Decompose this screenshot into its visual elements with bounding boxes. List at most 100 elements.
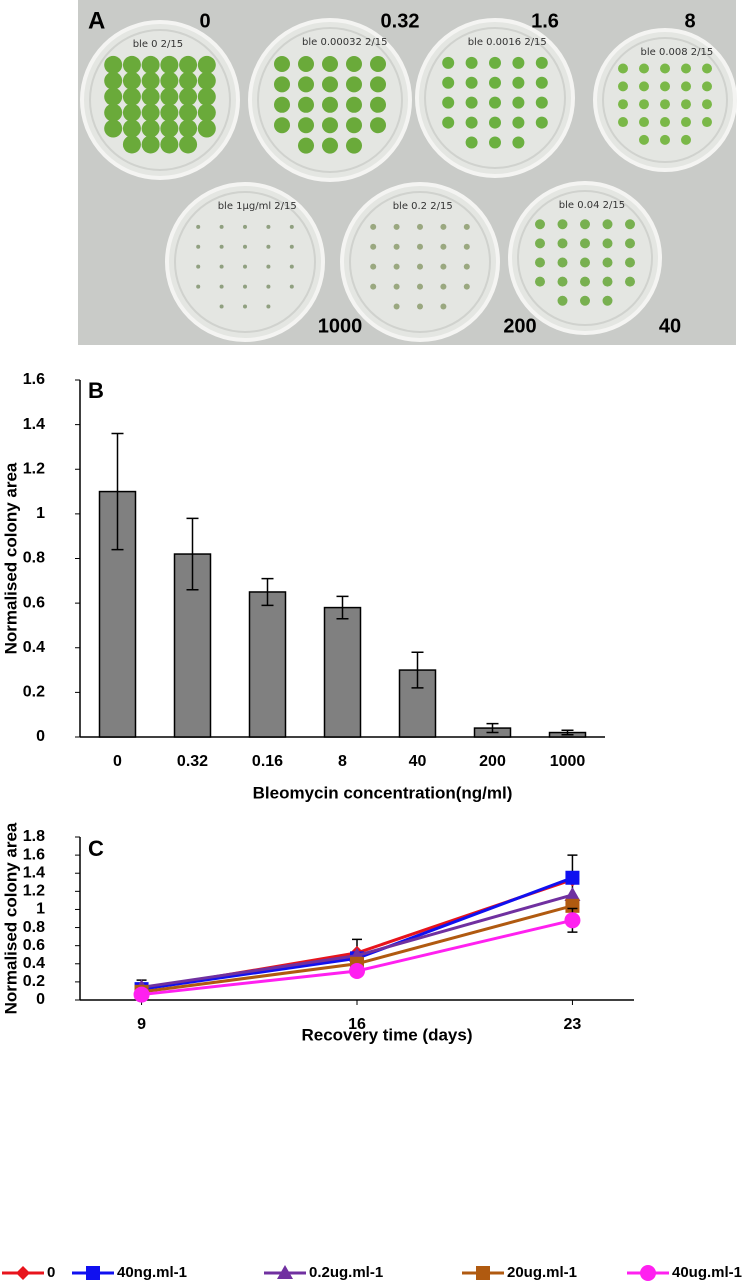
colony <box>289 264 294 269</box>
colony <box>463 223 470 230</box>
error-bar <box>411 651 424 689</box>
colony <box>557 276 568 287</box>
colony <box>702 81 712 92</box>
colony <box>160 119 179 138</box>
colony <box>179 135 198 154</box>
colony <box>440 283 447 290</box>
x-tick-label: 0.32 <box>177 753 208 770</box>
colony <box>489 116 501 129</box>
colony <box>346 76 362 93</box>
y-axis-label: Normalised colony area <box>1 462 20 654</box>
panel-label: C <box>88 836 104 861</box>
colony <box>463 283 470 290</box>
colony <box>625 238 635 249</box>
colony <box>602 219 613 230</box>
colony <box>274 117 290 134</box>
colony <box>417 283 423 290</box>
colony <box>489 136 501 149</box>
colony <box>557 295 568 306</box>
colony <box>702 117 712 128</box>
colony <box>197 87 216 106</box>
colony <box>370 243 377 250</box>
colony <box>370 117 386 134</box>
bar <box>248 591 287 738</box>
colony <box>243 244 247 249</box>
colony <box>289 284 294 289</box>
colony <box>104 87 123 106</box>
legend-label: 20ug.ml-1 <box>507 1264 577 1281</box>
colony <box>681 134 691 145</box>
colony <box>535 276 545 287</box>
y-axis-label: Normalised colony area <box>1 822 20 1014</box>
colony <box>104 103 123 122</box>
colony <box>104 71 123 90</box>
colony <box>602 295 613 306</box>
y-tick-label: 1 <box>36 901 45 918</box>
colony <box>465 136 478 149</box>
colony <box>618 63 628 74</box>
x-tick-label: 1000 <box>550 753 586 770</box>
colony <box>681 81 691 92</box>
petri-dish-rim <box>257 27 403 173</box>
petri-dish-rim <box>349 191 491 333</box>
y-tick-label: 0.6 <box>23 937 45 954</box>
colony <box>535 116 548 129</box>
x-tick-label: 23 <box>564 1016 582 1033</box>
marker <box>16 1266 30 1280</box>
y-tick-label: 1.6 <box>23 371 45 388</box>
colony <box>322 56 338 72</box>
dish-label: ble 0.008 2/15 <box>641 47 714 58</box>
colony <box>489 96 501 109</box>
y-tick-label: 1.6 <box>23 846 45 863</box>
concentration-label: 8 <box>684 10 695 32</box>
x-tick-label: 200 <box>479 753 506 770</box>
colony <box>440 243 447 250</box>
colony <box>535 238 545 249</box>
colony <box>465 76 478 89</box>
colony <box>298 76 314 93</box>
concentration-label: 1.6 <box>531 10 559 32</box>
colony <box>440 303 447 310</box>
error-bar <box>111 432 124 551</box>
colony <box>289 224 294 229</box>
colony <box>266 284 271 289</box>
colony <box>463 263 470 270</box>
colony <box>219 284 224 289</box>
petri-dish-rim <box>89 29 231 171</box>
colony <box>197 55 216 74</box>
colony <box>196 224 201 229</box>
colony <box>702 63 712 74</box>
colony <box>196 244 201 249</box>
colony <box>122 55 141 74</box>
colony <box>393 283 400 290</box>
colony <box>122 135 141 154</box>
colony <box>370 223 377 230</box>
marker <box>133 986 150 1003</box>
colony <box>104 55 123 74</box>
colony <box>219 304 224 309</box>
colony <box>489 56 501 69</box>
colony <box>298 56 314 72</box>
x-tick-label: 16 <box>348 1016 366 1033</box>
colony <box>442 96 455 109</box>
petri-dish <box>340 182 500 342</box>
y-tick-label: 1 <box>36 505 45 522</box>
concentration-label: 40 <box>659 315 681 337</box>
y-tick-label: 0.8 <box>23 919 45 936</box>
colony <box>580 257 590 268</box>
dish-label: ble 1μg/ml 2/15 <box>218 201 297 212</box>
colony <box>322 76 338 93</box>
colony <box>442 56 455 69</box>
marker <box>349 963 365 980</box>
colony <box>122 103 141 122</box>
colony <box>660 99 670 110</box>
colony <box>141 71 160 90</box>
colony <box>618 99 628 110</box>
colony <box>512 96 525 109</box>
colony <box>346 96 362 113</box>
y-tick-label: 1.2 <box>23 883 45 900</box>
colony <box>625 257 635 268</box>
marker <box>565 870 580 885</box>
colony <box>535 96 548 109</box>
y-tick-label: 0 <box>36 991 45 1008</box>
